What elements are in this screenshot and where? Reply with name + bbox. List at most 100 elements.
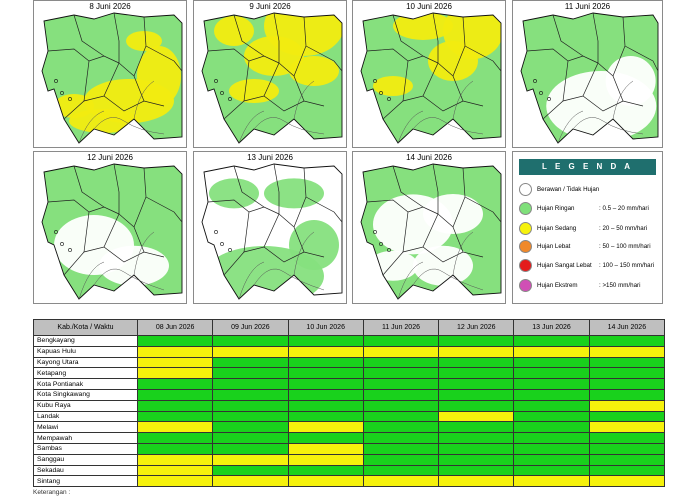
forecast-cell xyxy=(136,335,214,347)
forecast-cell xyxy=(513,442,590,455)
rainfall-map xyxy=(353,152,505,303)
forecast-cell xyxy=(362,464,440,477)
legend-label: Berawan / Tidak Hujan xyxy=(537,186,600,193)
forecast-cell xyxy=(212,453,289,466)
column-header-date: 09 Jun 2026 xyxy=(212,319,289,336)
table-row: Ketapang xyxy=(33,367,666,380)
forecast-cell xyxy=(513,367,590,380)
region-name: Kubu Raya xyxy=(33,399,138,412)
forecast-cell xyxy=(212,356,289,369)
forecast-cell xyxy=(588,464,666,477)
forecast-cell xyxy=(588,345,666,358)
legend-title: L E G E N D A xyxy=(519,159,656,175)
forecast-cell xyxy=(513,388,590,401)
forecast-table: Kab./Kota / Waktu 08 Jun 2026 09 Jun 202… xyxy=(33,319,666,488)
forecast-cell xyxy=(438,345,515,358)
region-name: Melawi xyxy=(33,421,138,434)
forecast-cell xyxy=(513,475,590,488)
rainfall-map xyxy=(353,1,505,147)
region-name: Sanggau xyxy=(33,453,138,466)
region-name: Kota Singkawang xyxy=(33,388,138,401)
table-row: Kayong Utara xyxy=(33,356,666,369)
forecast-cell xyxy=(438,335,515,347)
legend-range: : 0.5 – 20 mm/hari xyxy=(599,205,649,212)
legend-swatch xyxy=(519,279,532,292)
forecast-cell xyxy=(588,335,666,347)
forecast-cell xyxy=(136,453,214,466)
forecast-cell xyxy=(212,432,289,444)
forecast-cell xyxy=(136,475,214,488)
forecast-cell xyxy=(513,345,590,358)
map-panel-13-juni: 13 Juni 2026 xyxy=(193,151,347,304)
forecast-cell xyxy=(136,378,214,390)
forecast-cell xyxy=(362,378,440,390)
forecast-cell xyxy=(362,345,440,358)
forecast-cell xyxy=(588,453,666,466)
forecast-cell xyxy=(136,421,214,434)
forecast-cell xyxy=(588,388,666,401)
rainfall-map xyxy=(513,1,662,147)
forecast-cell xyxy=(362,356,440,369)
column-header-region: Kab./Kota / Waktu xyxy=(33,319,138,336)
map-panel-9-juni: 9 Juni 2026 xyxy=(193,0,347,148)
column-header-date: 10 Jun 2026 xyxy=(287,319,364,336)
forecast-cell xyxy=(136,345,214,358)
forecast-cell xyxy=(513,399,590,412)
forecast-cell xyxy=(362,421,440,434)
forecast-cell xyxy=(513,410,590,423)
table-row: Sekadau xyxy=(33,464,666,477)
forecast-cell xyxy=(287,464,364,477)
table-header-row: Kab./Kota / Waktu 08 Jun 2026 09 Jun 202… xyxy=(33,319,666,336)
table-row: Sintang xyxy=(33,475,666,488)
forecast-cell xyxy=(362,388,440,401)
forecast-cell xyxy=(287,345,364,358)
forecast-cell xyxy=(513,356,590,369)
legend-label: Hujan Ringan xyxy=(537,205,575,212)
legend-swatch xyxy=(519,240,532,253)
forecast-cell xyxy=(287,399,364,412)
legend-swatch xyxy=(519,222,532,235)
forecast-cell xyxy=(136,464,214,477)
rainfall-map xyxy=(194,1,346,147)
forecast-cell xyxy=(588,367,666,380)
map-panel-11-juni: 11 Juni 2026 xyxy=(512,0,663,148)
table-row: Kubu Raya xyxy=(33,399,666,412)
forecast-cell xyxy=(136,442,214,455)
forecast-cell xyxy=(287,442,364,455)
forecast-cell xyxy=(438,378,515,390)
forecast-cell xyxy=(287,388,364,401)
forecast-cell xyxy=(362,432,440,444)
rainfall-map xyxy=(194,152,346,303)
legend-range: : >150 mm/hari xyxy=(599,282,641,289)
legend-range: : 50 – 100 mm/hari xyxy=(599,243,651,250)
legend-label: Hujan Sedang xyxy=(537,225,577,232)
forecast-cell xyxy=(513,432,590,444)
map-panel-8-juni: 8 Juni 2026 xyxy=(33,0,187,148)
forecast-cell xyxy=(438,399,515,412)
forecast-cell xyxy=(287,421,364,434)
forecast-cell xyxy=(362,335,440,347)
map-panel-12-juni: 12 Juni 2026 xyxy=(33,151,187,304)
region-name: Kayong Utara xyxy=(33,356,138,369)
region-name: Mempawah xyxy=(33,432,138,444)
forecast-cell xyxy=(362,453,440,466)
table-row: Mempawah xyxy=(33,432,666,444)
forecast-cell xyxy=(212,464,289,477)
forecast-cell xyxy=(588,378,666,390)
forecast-cell xyxy=(588,432,666,444)
rainfall-map xyxy=(34,1,186,147)
forecast-cell xyxy=(362,399,440,412)
forecast-cell xyxy=(588,442,666,455)
map-date-label: 12 Juni 2026 xyxy=(87,153,133,162)
region-name: Sambas xyxy=(33,442,138,455)
forecast-cell xyxy=(136,356,214,369)
forecast-cell xyxy=(438,442,515,455)
forecast-cell xyxy=(438,453,515,466)
region-name: Kapuas Hulu xyxy=(33,345,138,358)
forecast-cell xyxy=(136,399,214,412)
forecast-cell xyxy=(438,410,515,423)
forecast-cell xyxy=(362,367,440,380)
forecast-cell xyxy=(362,442,440,455)
column-header-date: 08 Jun 2026 xyxy=(136,319,214,336)
forecast-cell xyxy=(212,442,289,455)
